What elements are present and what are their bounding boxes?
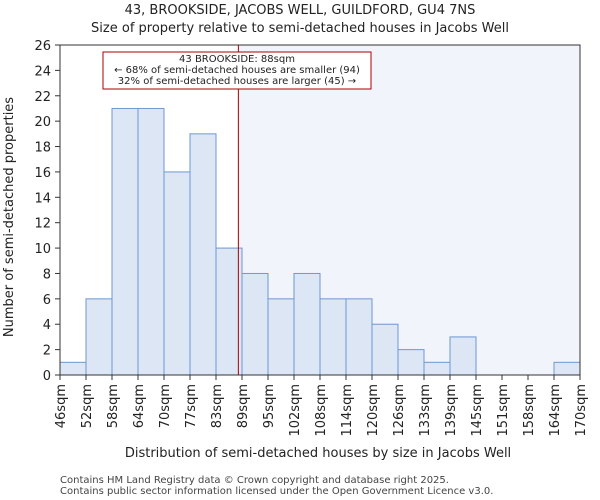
x-tick-label: 77sqm (184, 384, 199, 428)
x-tick-label: 89sqm (236, 384, 251, 428)
bars-group (59, 107, 581, 376)
annotation-line-3: 32% of semi-detached houses are larger (… (118, 76, 356, 87)
bar (215, 247, 243, 376)
x-tick-label: 95sqm (262, 384, 277, 428)
chart-subtitle: Size of property relative to semi-detach… (91, 21, 509, 36)
x-tick-label: 164sqm (548, 384, 563, 437)
x-tick-label: 158sqm (522, 384, 537, 437)
y-tick-label: 14 (34, 191, 51, 206)
footer-line-2: Contains public sector information licen… (60, 486, 493, 497)
y-tick-label: 16 (34, 166, 51, 181)
bar (423, 361, 451, 376)
bar (163, 171, 191, 376)
footer-line-1: Contains HM Land Registry data © Crown c… (60, 475, 449, 486)
bar (267, 298, 295, 376)
plot-frame (59, 44, 581, 376)
x-tick-label: 133sqm (418, 384, 433, 437)
y-tick-label: 6 (43, 293, 51, 308)
x-tick-label: 64sqm (132, 384, 147, 428)
y-tick-label: 24 (34, 64, 51, 79)
y-tick-label: 8 (43, 267, 51, 282)
bar (85, 298, 113, 376)
y-tick-label: 2 (43, 344, 51, 359)
annotation-line-2: ← 68% of semi-detached houses are smalle… (114, 65, 360, 76)
y-tick-label: 22 (34, 90, 51, 105)
y-tick-label: 18 (34, 141, 51, 156)
x-tick-label: 151sqm (496, 384, 511, 437)
y-tick-label: 20 (34, 115, 51, 130)
bar (397, 349, 425, 376)
y-tick-label: 26 (34, 39, 51, 54)
chart-title: 43, BROOKSIDE, JACOBS WELL, GUILDFORD, G… (125, 3, 476, 18)
y-tick-label: 0 (43, 369, 51, 384)
x-tick-label: 46sqm (54, 384, 69, 428)
x-tick-label: 139sqm (444, 384, 459, 437)
bar (371, 323, 399, 376)
x-tick-label: 114sqm (340, 384, 355, 437)
bar (189, 133, 217, 376)
y-tick-label: 4 (43, 318, 51, 333)
x-tick-label: 108sqm (314, 384, 329, 437)
x-axis: 46sqm 52sqm 58sqm 64sqm 70sqm 77sqm 83sqm 89sqm… (54, 375, 589, 437)
bar (449, 336, 477, 376)
y-tick-label: 12 (34, 217, 51, 232)
x-tick-label: 120sqm (366, 384, 381, 437)
x-tick-label: 145sqm (470, 384, 485, 437)
y-axis-label: Number of semi-detached properties (2, 97, 17, 337)
x-tick-label: 58sqm (106, 384, 121, 428)
bar (319, 298, 347, 376)
annotation-line-1: 43 BROOKSIDE: 88sqm (179, 54, 295, 65)
bar (553, 361, 581, 376)
x-tick-label: 126sqm (392, 384, 407, 437)
x-tick-label: 52sqm (80, 384, 95, 428)
y-tick-label: 10 (34, 242, 51, 257)
x-axis-label: Distribution of semi-detached houses by … (125, 446, 511, 461)
x-tick-label: 70sqm (158, 384, 173, 428)
bar (241, 272, 269, 376)
bar (111, 107, 139, 376)
annotation-box (102, 51, 372, 90)
x-tick-label: 170sqm (574, 384, 589, 437)
bar (345, 298, 373, 376)
x-tick-label: 102sqm (288, 384, 303, 437)
bar (293, 272, 321, 376)
x-tick-label: 83sqm (210, 384, 225, 428)
bar (59, 361, 87, 376)
bar (137, 107, 165, 376)
